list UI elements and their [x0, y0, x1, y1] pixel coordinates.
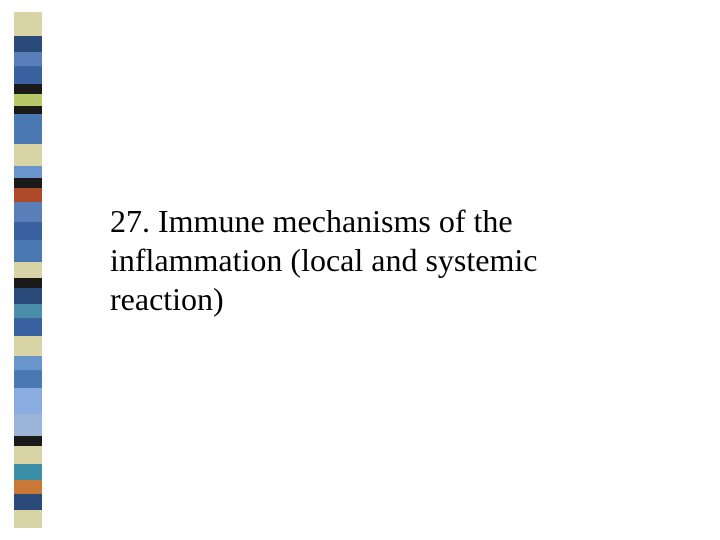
stripe-segment: [14, 94, 42, 106]
stripe-segment: [14, 202, 42, 222]
stripe-segment: [14, 240, 42, 262]
slide-content: 27. Immune mechanisms of the inflammatio…: [110, 202, 650, 319]
stripe-segment: [14, 510, 42, 528]
stripe-segment: [14, 464, 42, 480]
stripe-segment: [14, 278, 42, 288]
stripe-segment: [14, 414, 42, 436]
stripe-segment: [14, 480, 42, 494]
stripe-segment: [14, 166, 42, 178]
stripe-segment: [14, 188, 42, 202]
stripe-segment: [14, 52, 42, 66]
stripe-segment: [14, 336, 42, 356]
stripe-segment: [14, 288, 42, 304]
stripe-segment: [14, 66, 42, 84]
stripe-segment: [14, 436, 42, 446]
stripe-segment: [14, 370, 42, 388]
slide-title: 27. Immune mechanisms of the inflammatio…: [110, 202, 650, 319]
stripe-segment: [14, 144, 42, 166]
stripe-segment: [14, 106, 42, 114]
stripe-segment: [14, 446, 42, 464]
stripe-segment: [14, 304, 42, 318]
stripe-segment: [14, 388, 42, 414]
decorative-stripe-column: [14, 12, 42, 528]
stripe-segment: [14, 356, 42, 370]
stripe-segment: [14, 114, 42, 144]
stripe-segment: [14, 36, 42, 52]
stripe-segment: [14, 84, 42, 94]
stripe-segment: [14, 318, 42, 336]
stripe-segment: [14, 494, 42, 510]
stripe-segment: [14, 262, 42, 278]
stripe-segment: [14, 12, 42, 36]
stripe-segment: [14, 178, 42, 188]
stripe-segment: [14, 222, 42, 240]
